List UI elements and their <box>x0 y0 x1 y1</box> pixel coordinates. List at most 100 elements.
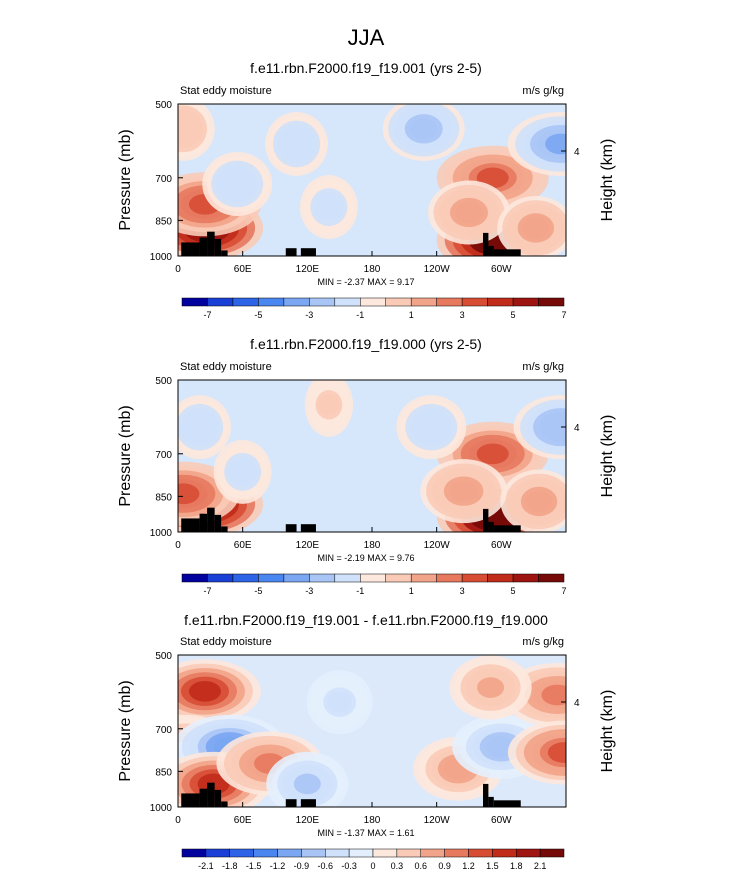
x-tick-label: 120E <box>296 264 320 275</box>
x-tick-label: 0 <box>175 540 181 551</box>
terrain-block <box>207 782 215 807</box>
contour-level <box>449 480 478 502</box>
panel-title: f.e11.rbn.F2000.f19_f19.000 (yrs 2-5) <box>250 336 482 352</box>
x-tick-label: 180 <box>364 540 381 551</box>
y-right-axis-title: Height (km) <box>599 139 616 222</box>
chart-panel-1: f.e11.rbn.F2000.f19_f19.001 (yrs 2-5) Sta… <box>117 60 616 320</box>
y-axis-title: Pressure (mb) <box>117 129 134 230</box>
contour-feature <box>396 395 467 460</box>
colorbar-label: 0.9 <box>438 861 451 871</box>
colorbar-swatch <box>372 848 398 858</box>
contour-feature <box>428 180 510 245</box>
terrain-block <box>493 249 521 256</box>
colorbar-swatch <box>538 573 565 583</box>
colorbar-label: -0.9 <box>294 861 310 871</box>
colorbar-swatch <box>410 297 437 307</box>
colorbar-label: 2.1 <box>534 861 547 871</box>
contour-level <box>187 416 212 438</box>
terrain-block <box>199 788 208 807</box>
y-tick-label: 700 <box>155 725 172 736</box>
x-tick-label: 180 <box>364 815 381 826</box>
chart-panel-2: f.e11.rbn.F2000.f19_f19.000 (yrs 2-5) Sta… <box>117 336 616 596</box>
colorbar-swatch <box>207 573 234 583</box>
contour-field <box>178 104 566 256</box>
contour-level <box>455 202 483 223</box>
x-tick-label: 120W <box>424 540 451 551</box>
panel-title: f.e11.rbn.F2000.f19_f19.001 (yrs 2-5) <box>250 60 482 76</box>
colorbar-swatch <box>410 573 437 583</box>
contour-level <box>410 118 438 140</box>
contour-field <box>178 380 566 532</box>
terrain-block <box>214 238 222 256</box>
terrain-block <box>181 793 200 807</box>
colorbar-swatch <box>385 573 412 583</box>
contour-level <box>327 691 352 713</box>
colorbar-label: 5 <box>511 586 516 596</box>
x-tick-label: 60W <box>491 540 512 551</box>
colorbar-swatch <box>396 848 421 858</box>
colorbar-label: -1 <box>356 310 364 320</box>
y-right-tick-label: 4 <box>574 698 580 709</box>
contour-feature <box>265 111 328 176</box>
colorbar-swatch <box>258 573 285 583</box>
colorbar-swatch <box>283 297 310 307</box>
terrain-block <box>300 524 316 532</box>
x-tick-label: 60W <box>491 264 512 275</box>
y-tick-label: 1000 <box>150 528 173 539</box>
min-max-label: MIN = -2.37 MAX = 9.17 <box>317 277 414 287</box>
contour-level <box>546 416 566 438</box>
colorbar-label: -7 <box>203 586 211 596</box>
x-tick-label: 120W <box>424 815 451 826</box>
terrain-block <box>285 248 297 256</box>
contour-level <box>178 483 200 505</box>
y-right-axis-title: Height (km) <box>599 415 616 498</box>
terrain-block <box>221 526 228 532</box>
colorbar-swatch <box>181 297 208 307</box>
contour-level <box>224 173 250 195</box>
contour-level <box>284 133 309 155</box>
contour-feature <box>202 151 273 216</box>
x-tick-label: 120E <box>296 540 320 551</box>
x-tick-label: 120W <box>424 264 451 275</box>
colorbar-label: 7 <box>561 310 566 320</box>
colorbar-swatch <box>309 573 336 583</box>
colorbar-swatch <box>258 297 285 307</box>
colorbar-swatch <box>436 297 463 307</box>
contour-level <box>541 684 566 706</box>
colorbar-swatch <box>539 848 565 858</box>
x-tick-label: 0 <box>175 264 181 275</box>
contour-level <box>188 680 221 702</box>
terrain-block <box>300 799 316 807</box>
colorbar-label: 1.5 <box>486 861 499 871</box>
y-tick-label: 700 <box>155 174 172 185</box>
terrain-block <box>488 245 494 256</box>
terrain-block <box>199 237 208 256</box>
contour-feature <box>304 380 354 437</box>
contour-level <box>317 196 341 218</box>
colorbar-swatch <box>512 573 539 583</box>
y-tick-label: 1000 <box>150 252 173 263</box>
colorbar-swatch <box>232 573 259 583</box>
terrain-block <box>214 514 222 532</box>
colorbar-label: -0.3 <box>341 861 357 871</box>
colorbar-label: 3 <box>460 310 465 320</box>
colorbar-label: -5 <box>254 310 262 320</box>
colorbar-swatch <box>461 573 488 583</box>
colorbar-label: 1 <box>409 310 414 320</box>
terrain-block <box>488 521 494 532</box>
y-right-tick-label: 4 <box>574 423 580 434</box>
colorbar-swatch <box>205 848 230 858</box>
colorbar-swatch <box>420 848 445 858</box>
y-tick-label: 700 <box>155 450 172 461</box>
contour-level <box>525 491 553 512</box>
y-tick-label: 500 <box>155 100 172 111</box>
colorbar-label: -7 <box>203 310 211 320</box>
terrain-block <box>483 508 489 532</box>
chart-panel-3: f.e11.rbn.F2000.f19_f19.001 - f.e11.rbn.… <box>117 612 616 871</box>
y-tick-label: 850 <box>155 767 172 778</box>
terrain-block <box>493 800 521 807</box>
colorbar-label: -3 <box>305 586 313 596</box>
contour-feature <box>178 395 231 460</box>
contour-feature <box>213 439 272 504</box>
